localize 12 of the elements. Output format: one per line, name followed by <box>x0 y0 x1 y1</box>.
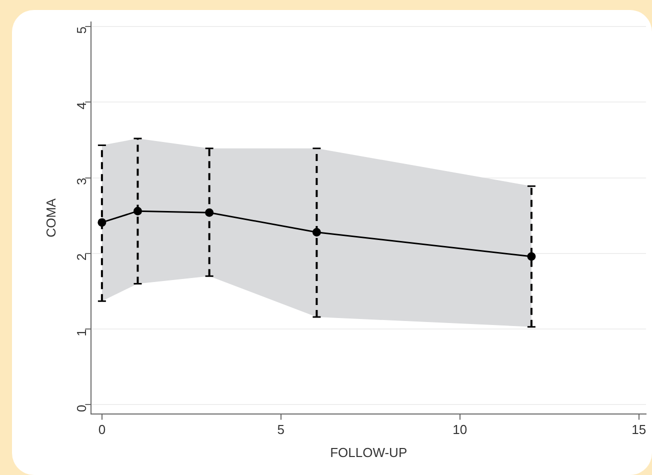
y-tick-label: 5 <box>74 26 89 34</box>
x-tick-label: 0 <box>98 422 106 438</box>
x-axis-title: FOLLOW-UP <box>330 444 408 460</box>
x-tick-label: 5 <box>277 422 285 438</box>
y-tick-label: 0 <box>74 404 89 412</box>
x-tick-label: 10 <box>452 422 468 438</box>
y-tick-label: 3 <box>74 178 89 186</box>
y-axis-title: COMA <box>43 198 58 238</box>
y-tick-label: 4 <box>74 102 89 110</box>
y-tick-label: 2 <box>74 253 89 261</box>
x-tick-label: 15 <box>632 422 646 438</box>
y-tick-label: 1 <box>74 329 89 336</box>
